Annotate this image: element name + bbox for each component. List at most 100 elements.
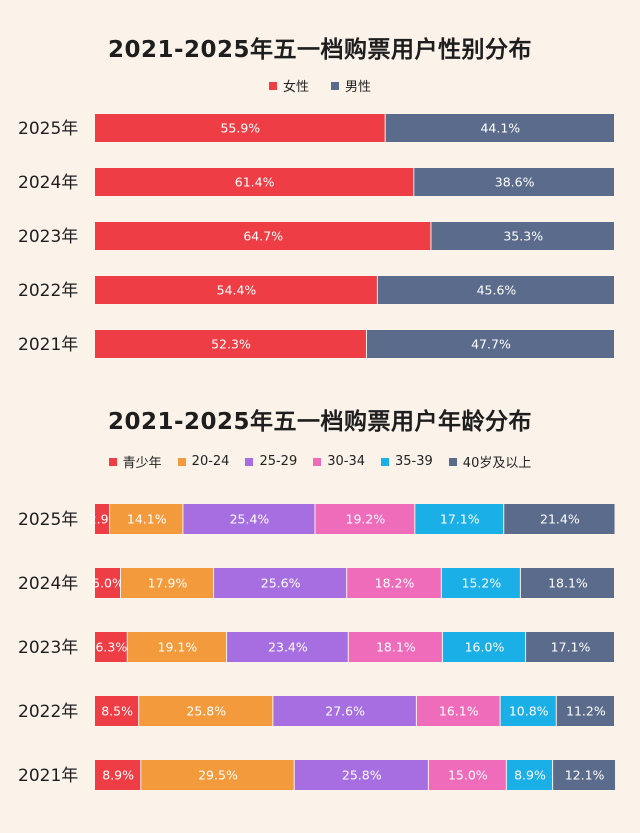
category-label: 2024年: [18, 574, 78, 594]
category-label: 2025年: [18, 510, 78, 530]
legend-label-40-plus: 40岁及以上: [462, 456, 532, 471]
data-label: 5.0%: [92, 576, 124, 591]
legend-item-25-29: 25-29: [245, 452, 297, 471]
age-chart-title: 2021-2025年五一档购票用户年龄分布: [107, 409, 533, 435]
legend-swatch-20-24: [177, 457, 186, 466]
legend-label-30-34: 30-34: [327, 454, 366, 469]
bar-segment: [526, 632, 614, 662]
bar-segment: [442, 632, 526, 662]
bar-segment: [95, 760, 141, 790]
age-chart: 2025年 2.9% 14.1% 25.4% 19.2% 17.1% 21.4%2024年 5…: [18, 504, 616, 790]
data-label: 15.0%: [448, 768, 488, 783]
bar-segment: [348, 632, 442, 662]
data-label: 18.1%: [548, 576, 588, 591]
data-label: 25.4%: [230, 512, 270, 527]
data-label: 17.1%: [440, 512, 480, 527]
bar-segment: [428, 760, 506, 790]
legend-item-30-34: 30-34: [313, 452, 365, 471]
legend-swatch-35-39: [381, 457, 390, 466]
legend-item-teen: 青少年: [108, 452, 162, 471]
bar-segment: [214, 568, 347, 598]
bar-segment: [366, 330, 614, 358]
data-label: 16.0%: [465, 640, 505, 655]
category-label: 2023年: [18, 638, 78, 658]
category-label: 2021年: [18, 335, 78, 355]
data-label: 35.3%: [503, 229, 543, 244]
bar-segment: [273, 696, 416, 726]
bar-segment: [227, 632, 348, 662]
bar-segment: [506, 760, 553, 790]
category-label: 2023年: [18, 227, 78, 247]
data-label: 16.1%: [439, 704, 479, 719]
age-legend: 青少年 20-24 25-29 30-34 35-39 40岁及以上: [0, 452, 640, 471]
legend-item-35-39: 35-39: [381, 452, 433, 471]
data-label: 25.8%: [186, 704, 226, 719]
category-label: 2022年: [18, 702, 78, 722]
data-label: 19.1%: [158, 640, 198, 655]
data-label: 15.2%: [462, 576, 502, 591]
bar-segment: [500, 696, 556, 726]
bar-segment: [416, 696, 500, 726]
data-label: 55.9%: [220, 121, 260, 136]
bar-segment: [95, 568, 120, 598]
data-label: 45.6%: [477, 283, 517, 298]
bar-segment: [95, 632, 127, 662]
category-label: 2025年: [18, 119, 78, 139]
legend-item-20-24: 20-24: [177, 452, 229, 471]
data-label: 10.8%: [509, 704, 549, 719]
legend-swatch-teen: [108, 457, 117, 466]
data-label: 44.1%: [480, 121, 520, 136]
bar-segment: [377, 276, 614, 304]
data-label: 8.9%: [514, 768, 546, 783]
bar-segment: [95, 222, 431, 250]
legend-swatch-female: [268, 81, 277, 90]
bar-segment: [95, 114, 385, 142]
bar-segment: [95, 504, 110, 534]
legend-swatch-30-34: [313, 457, 322, 466]
bar-segment: [95, 168, 414, 196]
data-label: 61.4%: [235, 175, 275, 190]
bar-segment: [95, 276, 377, 304]
gender-chart: 2025年 55.9% 44.1% 2024年 61.4% 38.6% 2023年 64.7%…: [18, 114, 614, 358]
bar-segment: [139, 696, 273, 726]
bar-segment: [431, 222, 614, 250]
data-label: 18.2%: [375, 576, 415, 591]
data-label: 8.9%: [102, 768, 134, 783]
bar-segment: [414, 168, 614, 196]
bar-segment: [294, 760, 428, 790]
bar-segment: [183, 504, 315, 534]
data-label: 27.6%: [325, 704, 365, 719]
legend-swatch-25-29: [245, 457, 254, 466]
data-label: 54.4%: [217, 283, 257, 298]
legend-label-35-39: 35-39: [395, 454, 433, 469]
bar-segment: [553, 760, 616, 790]
data-label: 21.4%: [540, 512, 580, 527]
data-label: 11.2%: [566, 704, 606, 719]
bar-segment: [520, 568, 614, 598]
gender-chart-title: 2021-2025年五一档购票用户性别分布: [107, 37, 533, 63]
gender-legend: 女性 男性: [0, 76, 640, 95]
bar-segment: [385, 114, 614, 142]
data-label: 38.6%: [495, 175, 535, 190]
legend-swatch-male: [331, 81, 339, 90]
legend-swatch-40-plus: [448, 457, 457, 466]
data-label: 64.7%: [243, 229, 283, 244]
data-label: 25.8%: [342, 768, 382, 783]
bar-segment: [141, 760, 294, 790]
data-label: 47.7%: [471, 337, 511, 352]
bar-segment: [441, 568, 520, 598]
data-label: 19.2%: [346, 512, 386, 527]
legend-item-40-plus: 40岁及以上: [448, 452, 532, 471]
legend-item-female: 女性: [268, 76, 309, 95]
data-label: 18.1%: [376, 640, 416, 655]
data-label: 23.4%: [268, 640, 308, 655]
bar-segment: [95, 330, 366, 358]
data-label: 52.3%: [211, 337, 251, 352]
data-label: 25.6%: [261, 576, 301, 591]
legend-label-male: 男性: [345, 80, 372, 95]
category-label: 2022年: [18, 281, 78, 301]
legend-label-female: 女性: [282, 80, 309, 95]
legend-label-25-29: 25-29: [259, 454, 298, 469]
bar-segment: [315, 504, 415, 534]
bar-segment: [95, 696, 139, 726]
